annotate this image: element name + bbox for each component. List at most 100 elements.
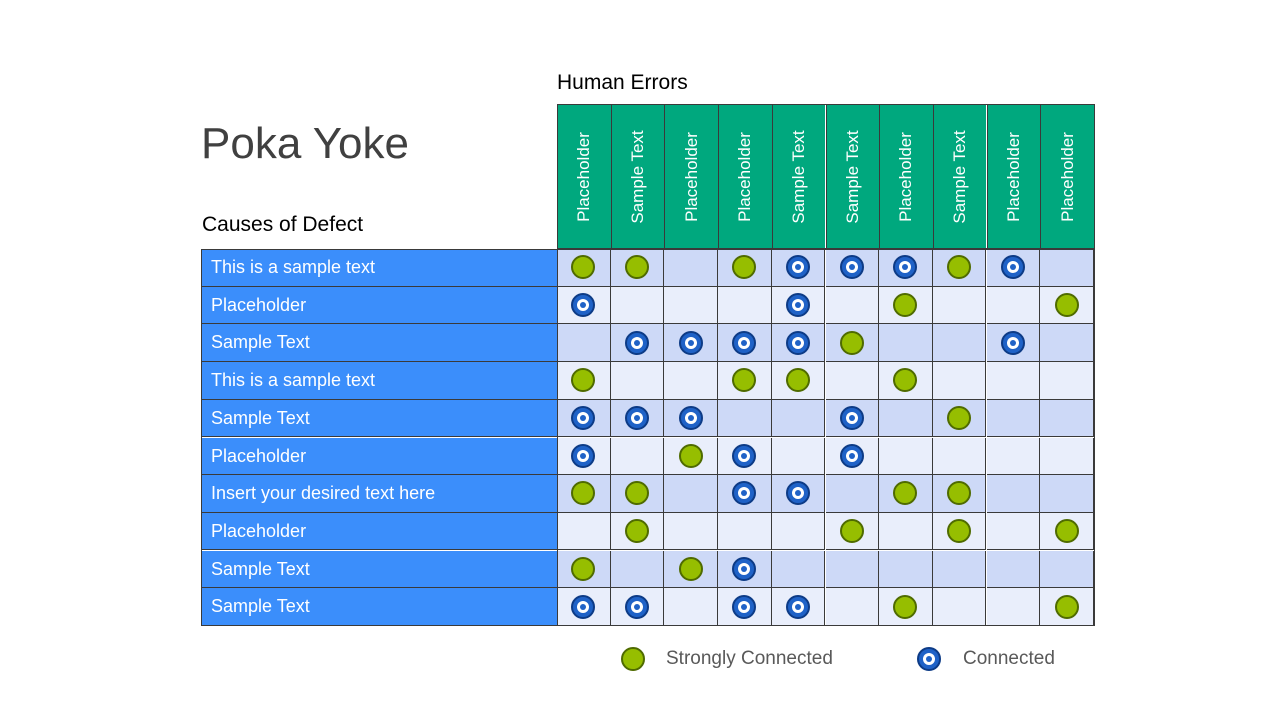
connected-icon [732,443,757,468]
matrix-cell [557,437,611,476]
matrix-cell [825,475,880,513]
matrix-cell [771,475,826,513]
connected-icon [732,330,757,355]
strongly-connected-icon [1054,292,1079,317]
row-label: Insert your desired text here [201,475,558,513]
row-label: Sample Text [201,399,558,438]
strongly-connected-icon [893,292,918,317]
column-header-10: Placeholder [1040,104,1094,249]
matrix-cell [718,249,772,287]
matrix-cell [610,588,665,626]
matrix-cell [718,475,772,513]
connected-icon [732,594,757,619]
matrix-cell [610,475,665,513]
column-header-label: Placeholder [735,131,755,222]
strongly-connected-icon [571,255,596,280]
matrix-cell [1040,512,1094,551]
connected-icon [732,556,757,581]
strongly-connected-icon [678,443,703,468]
matrix-cell [986,286,1041,325]
matrix-cell [610,437,665,476]
strongly-connected-icon [893,594,918,619]
connected-icon [624,330,649,355]
column-header-7: Placeholder [879,104,933,249]
column-header-label: Placeholder [1057,131,1077,222]
strongly-connected-icon [947,406,972,431]
column-header-label: Placeholder [681,131,701,222]
row-label: Placeholder [201,286,558,325]
strongly-connected-icon [624,255,649,280]
matrix-cell [879,550,933,589]
matrix-cell [986,588,1041,626]
connected-icon [571,594,596,619]
matrix-cell [825,399,880,438]
column-header-label: Sample Text [627,129,647,224]
relationship-matrix: Placeholder Sample Text Placeholder Placeho… [201,104,1095,626]
legend-connected-icon [917,647,941,671]
matrix-cell [771,324,826,362]
matrix-cell [557,249,611,287]
column-header-label: Sample Text [950,129,970,224]
matrix-cell [825,362,880,400]
strongly-connected-icon [786,368,811,393]
column-header-label: Placeholder [574,131,594,222]
connected-icon [839,406,864,431]
label-divider [557,249,558,626]
matrix-cell [986,399,1041,438]
row-label: Sample Text [201,550,558,589]
matrix-cell [610,362,665,400]
matrix-cell [718,437,772,476]
matrix-cell [610,512,665,551]
matrix-cell [664,512,718,551]
strongly-connected-icon [839,519,864,544]
matrix-cell [932,324,987,362]
connected-icon [571,443,596,468]
matrix-cell [879,399,933,438]
matrix-cell [932,512,987,551]
matrix-cell [664,475,718,513]
matrix-cell [557,399,611,438]
column-header-label: Sample Text [842,129,862,224]
matrix-cell [1040,588,1094,626]
connected-icon [893,255,918,280]
matrix-cell [825,437,880,476]
matrix-cell [718,399,772,438]
matrix-cell [1040,437,1094,476]
row-label: Placeholder [201,437,558,476]
matrix-cell [932,362,987,400]
matrix-cell [879,324,933,362]
matrix-cell [610,550,665,589]
matrix-cell [610,399,665,438]
connected-icon [678,330,703,355]
matrix-cell [825,550,880,589]
matrix-cell [825,249,880,287]
connected-icon [786,594,811,619]
matrix-cell [932,399,987,438]
column-header-label: Placeholder [896,131,916,222]
matrix-cell [986,475,1041,513]
connected-icon [786,292,811,317]
matrix-cell [557,588,611,626]
matrix-cell [557,550,611,589]
matrix-cell [557,286,611,325]
matrix-cell [718,550,772,589]
matrix-cell [664,362,718,400]
matrix-cell [932,249,987,287]
strongly-connected-icon [1054,519,1079,544]
matrix-cell [718,588,772,626]
matrix-cell [1040,399,1094,438]
matrix-cell [1040,286,1094,325]
matrix-cell [718,324,772,362]
matrix-cell [557,324,611,362]
strongly-connected-icon [624,481,649,506]
matrix-cell [610,286,665,325]
matrix-cell [986,437,1041,476]
column-header-1: Placeholder [557,104,611,249]
matrix-cell [771,550,826,589]
legend-strong-label: Strongly Connected [666,648,833,669]
matrix-cell [986,550,1041,589]
matrix-cell [610,249,665,287]
column-header-3: Placeholder [664,104,718,249]
column-header-5: Sample Text [771,104,826,249]
strongly-connected-icon [732,368,757,393]
